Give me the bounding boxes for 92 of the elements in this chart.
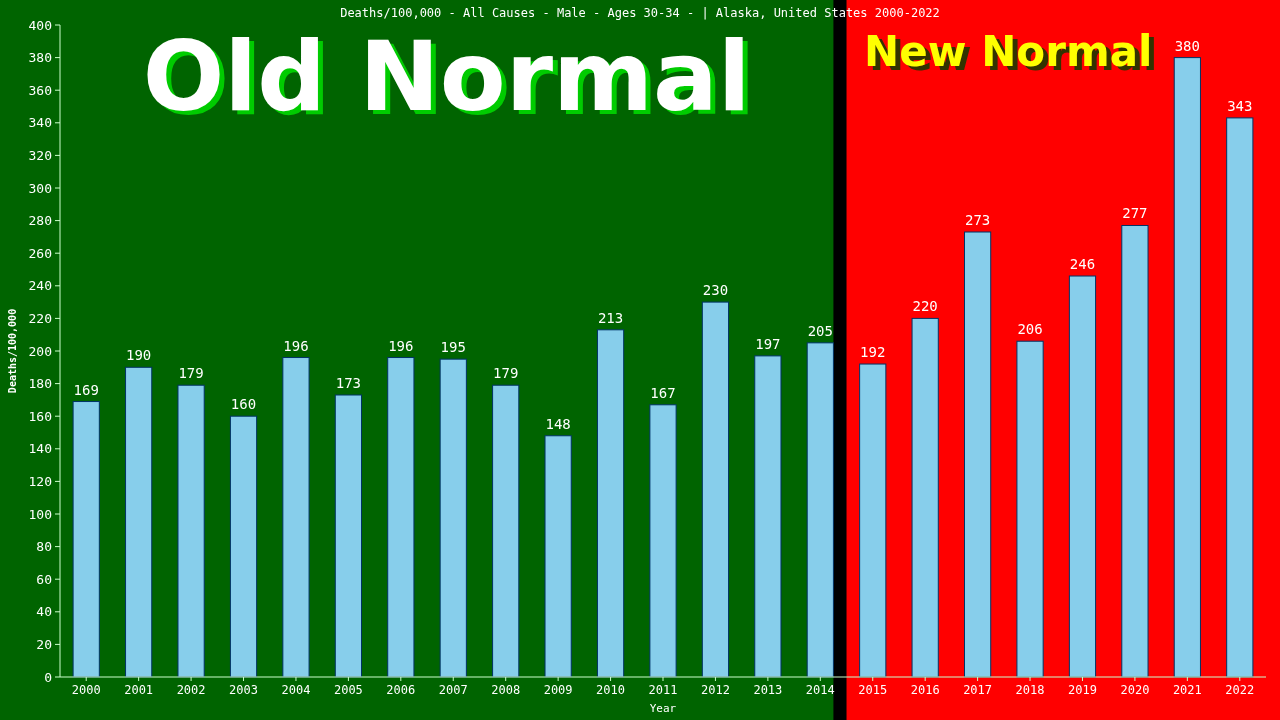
data-label: 205 [807, 322, 833, 339]
bar [911, 317, 939, 678]
data-label: 173 [335, 375, 362, 392]
bar [859, 363, 887, 678]
x-tick-label: 2007 [438, 683, 468, 697]
y-tick-label: 60 [36, 571, 52, 587]
x-tick-label: 2015 [858, 683, 888, 697]
bar [544, 435, 572, 678]
bar [1068, 275, 1097, 678]
data-label: 190 [126, 347, 152, 364]
bar [701, 301, 730, 678]
bar [806, 342, 834, 678]
y-tick-label: 160 [28, 408, 52, 424]
bar [229, 415, 258, 678]
bar [1226, 117, 1254, 678]
x-tick-label: 2005 [333, 683, 363, 697]
y-tick-label: 80 [36, 539, 52, 555]
data-label: 206 [1017, 321, 1043, 338]
bar [282, 357, 310, 678]
y-tick-label: 320 [28, 147, 52, 163]
data-label: 196 [388, 337, 414, 354]
x-tick-label: 2012 [700, 683, 730, 697]
data-label: 220 [912, 298, 938, 315]
y-tick-label: 360 [28, 82, 52, 98]
x-tick-label: 2009 [543, 683, 573, 697]
y-tick-label: 180 [28, 376, 52, 392]
y-tick-label: 140 [28, 441, 52, 457]
x-tick-label: 2003 [229, 683, 258, 697]
bar [125, 366, 153, 678]
bar [439, 358, 467, 678]
y-tick-label: 280 [28, 213, 52, 229]
data-label: 213 [597, 309, 624, 326]
x-tick-label: 2022 [1225, 683, 1255, 697]
x-tick-label: 2004 [281, 683, 311, 697]
x-tick-label: 2020 [1120, 683, 1150, 697]
data-label: 380 [1174, 37, 1200, 54]
x-tick-label: 2018 [1015, 683, 1045, 697]
x-tick-label: 2010 [596, 683, 626, 697]
data-label: 197 [755, 335, 781, 352]
x-tick-label: 2021 [1172, 683, 1202, 697]
x-tick-label: 2006 [386, 683, 416, 697]
bar [596, 329, 625, 678]
data-label: 196 [283, 337, 309, 354]
x-tick-label: 2008 [491, 683, 521, 697]
y-tick-label: 260 [28, 245, 52, 261]
data-label: 167 [650, 384, 676, 401]
y-tick-label: 40 [36, 604, 52, 620]
bar [387, 357, 415, 678]
y-tick-label: 240 [28, 278, 52, 294]
bar [492, 384, 520, 678]
data-label: 179 [493, 365, 519, 382]
bar [754, 355, 782, 678]
y-tick-label: 120 [28, 473, 52, 489]
bar [1173, 57, 1201, 678]
y-tick-label: 380 [28, 50, 52, 66]
data-label: 246 [1069, 256, 1096, 273]
y-tick-label: 100 [28, 506, 52, 522]
y-tick-label: 0 [44, 669, 52, 685]
bar [177, 384, 205, 678]
data-label: 192 [860, 344, 886, 361]
x-tick-label: 2000 [71, 683, 101, 697]
data-label: 343 [1227, 97, 1253, 114]
y-axis-title: Deaths/100,000 [7, 308, 18, 394]
data-label: 160 [230, 396, 257, 413]
data-label: 179 [178, 365, 204, 382]
bar [72, 401, 100, 678]
bar [1016, 340, 1044, 678]
bar [334, 394, 362, 678]
data-label: 230 [702, 282, 729, 299]
bar [649, 404, 677, 678]
y-tick-label: 220 [28, 310, 52, 326]
y-tick-label: 340 [28, 115, 52, 131]
x-tick-label: 2011 [648, 683, 678, 697]
y-tick-label: 200 [28, 343, 52, 359]
data-label: 148 [545, 415, 571, 432]
data-label: 195 [440, 339, 466, 356]
x-tick-label: 2001 [124, 683, 154, 697]
y-tick-label: 20 [36, 636, 52, 652]
x-tick-label: 2013 [753, 683, 783, 697]
x-tick-label: 2019 [1068, 683, 1097, 697]
x-tick-label: 2017 [963, 683, 993, 697]
x-tick-label: 2002 [176, 683, 206, 697]
data-label: 277 [1122, 205, 1148, 222]
y-tick-label: 400 [28, 17, 52, 33]
x-tick-label: 2016 [910, 683, 940, 697]
x-axis-title: Year [649, 702, 677, 715]
bar [964, 231, 992, 678]
bar [1121, 224, 1149, 678]
y-tick-label: 300 [28, 180, 52, 196]
x-tick-label: 2014 [805, 683, 835, 697]
data-label: 273 [964, 212, 991, 229]
data-label: 169 [73, 381, 99, 398]
